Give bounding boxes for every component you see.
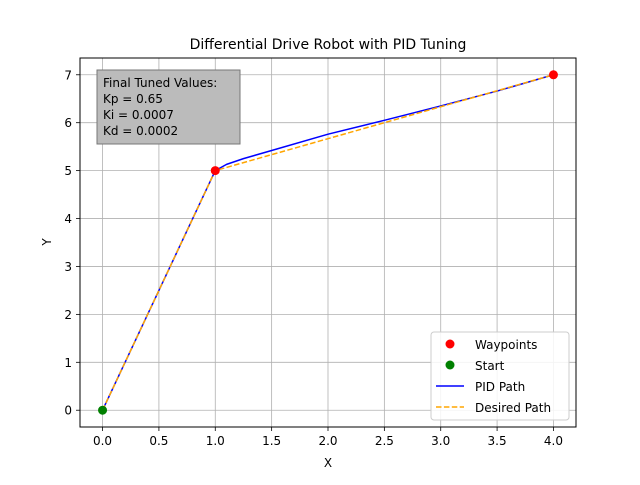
y-tick-label: 1 — [64, 356, 72, 370]
y-tick-label: 2 — [64, 308, 72, 322]
x-tick-label: 3.5 — [488, 434, 507, 448]
x-tick-label: 2.5 — [375, 434, 394, 448]
y-axis-label: Y — [40, 238, 54, 247]
waypoint-marker — [210, 166, 220, 176]
x-axis-label: X — [324, 456, 332, 470]
start-marker — [98, 405, 108, 415]
y-tick-label: 0 — [64, 404, 72, 418]
ticks: 0.0 0.5 1.0 1.5 2.0 2.5 3.0 3.5 4.0 0 1 2 3 4 5 6 7 — [64, 68, 563, 448]
y-tick-label: 7 — [64, 68, 72, 82]
legend-label-pid-path: PID Path — [475, 380, 525, 394]
y-tick-label: 3 — [64, 260, 72, 274]
plot-data — [98, 70, 558, 415]
chart-title: Differential Drive Robot with PID Tuning — [190, 37, 467, 53]
legend-marker-start — [445, 360, 455, 370]
x-tick-label: 1.5 — [262, 434, 281, 448]
x-tick-label: 2.0 — [318, 434, 337, 448]
annotation-line: Final Tuned Values: — [103, 76, 217, 90]
x-tick-label: 3.0 — [431, 434, 450, 448]
annotation-line: Kp = 0.65 — [103, 92, 163, 106]
annotation-box — [96, 69, 241, 145]
annotation-line: Kd = 0.0002 — [103, 124, 178, 138]
waypoint-marker — [548, 70, 558, 80]
legend-box — [430, 331, 570, 421]
x-tick-label: 0.5 — [149, 434, 168, 448]
legend-marker-waypoints — [445, 339, 455, 349]
x-tick-label: 4.0 — [544, 434, 563, 448]
legend-label-desired-path: Desired Path — [475, 401, 551, 415]
legend-label-start: Start — [475, 359, 505, 373]
y-tick-label: 4 — [64, 212, 72, 226]
tuned-values-annotation: Final Tuned Values: Kp = 0.65 Ki = 0.000… — [96, 69, 241, 145]
x-tick-label: 0.0 — [93, 434, 112, 448]
x-tick-label: 1.0 — [206, 434, 225, 448]
y-tick-label: 6 — [64, 116, 72, 130]
legend: Waypoints Start PID Path Desired Path — [430, 331, 570, 421]
annotation-line: Ki = 0.0007 — [103, 108, 174, 122]
y-tick-label: 5 — [64, 164, 72, 178]
legend-label-waypoints: Waypoints — [475, 338, 537, 352]
